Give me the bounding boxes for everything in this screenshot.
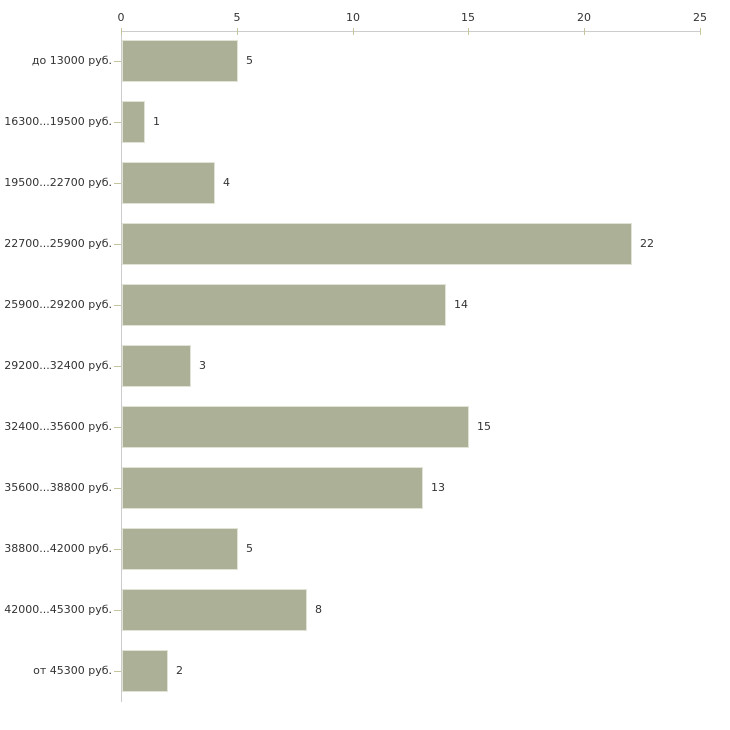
y-axis-tick <box>114 122 121 123</box>
value-label: 4 <box>223 176 230 189</box>
bar <box>122 345 191 387</box>
x-axis-tick-label: 25 <box>693 11 707 24</box>
value-label: 5 <box>246 542 253 555</box>
y-axis-tick <box>114 305 121 306</box>
category-label: 22700...25900 руб. <box>4 237 112 250</box>
category-label: 42000...45300 руб. <box>4 603 112 616</box>
y-axis-tick <box>114 671 121 672</box>
category-label: 29200...32400 руб. <box>4 359 112 372</box>
x-axis-tick-label: 15 <box>461 11 475 24</box>
x-axis-tick <box>468 28 469 35</box>
category-label: 35600...38800 руб. <box>4 481 112 494</box>
x-axis-tick-label: 20 <box>577 11 591 24</box>
y-axis-tick <box>114 366 121 367</box>
category-label: 16300...19500 руб. <box>4 115 112 128</box>
y-axis-line <box>121 31 122 702</box>
value-label: 5 <box>246 54 253 67</box>
value-label: 2 <box>176 664 183 677</box>
bar <box>122 284 446 326</box>
category-label: до 13000 руб. <box>31 54 112 67</box>
value-label: 14 <box>454 298 468 311</box>
value-label: 3 <box>199 359 206 372</box>
bar <box>122 223 632 265</box>
y-axis-tick <box>114 488 121 489</box>
x-axis-tick <box>237 28 238 35</box>
bar <box>122 40 238 82</box>
y-axis-tick <box>114 427 121 428</box>
bar <box>122 467 423 509</box>
value-label: 8 <box>315 603 322 616</box>
y-axis-tick <box>114 183 121 184</box>
category-label: 32400...35600 руб. <box>4 420 112 433</box>
bar <box>122 650 168 692</box>
y-axis-tick <box>114 610 121 611</box>
bar <box>122 528 238 570</box>
bar <box>122 406 469 448</box>
x-axis-tick-label: 0 <box>117 11 125 24</box>
value-label: 15 <box>477 420 491 433</box>
value-label: 22 <box>640 237 654 250</box>
x-axis-line <box>121 31 700 32</box>
bar <box>122 162 215 204</box>
value-label: 1 <box>153 115 160 128</box>
category-label: 38800...42000 руб. <box>4 542 112 555</box>
x-axis-tick <box>121 28 122 35</box>
y-axis-tick <box>114 549 121 550</box>
x-axis-tick <box>353 28 354 35</box>
bar <box>122 101 145 143</box>
value-label: 13 <box>431 481 445 494</box>
x-axis-tick-label: 5 <box>233 11 241 24</box>
category-label: 25900...29200 руб. <box>4 298 112 311</box>
x-axis-tick <box>700 28 701 35</box>
bar <box>122 589 307 631</box>
y-axis-tick <box>114 244 121 245</box>
category-label: 19500...22700 руб. <box>4 176 112 189</box>
category-label: от 45300 руб. <box>33 664 112 677</box>
x-axis-tick <box>584 28 585 35</box>
y-axis-tick <box>114 61 121 62</box>
x-axis-tick-label: 10 <box>346 11 360 24</box>
